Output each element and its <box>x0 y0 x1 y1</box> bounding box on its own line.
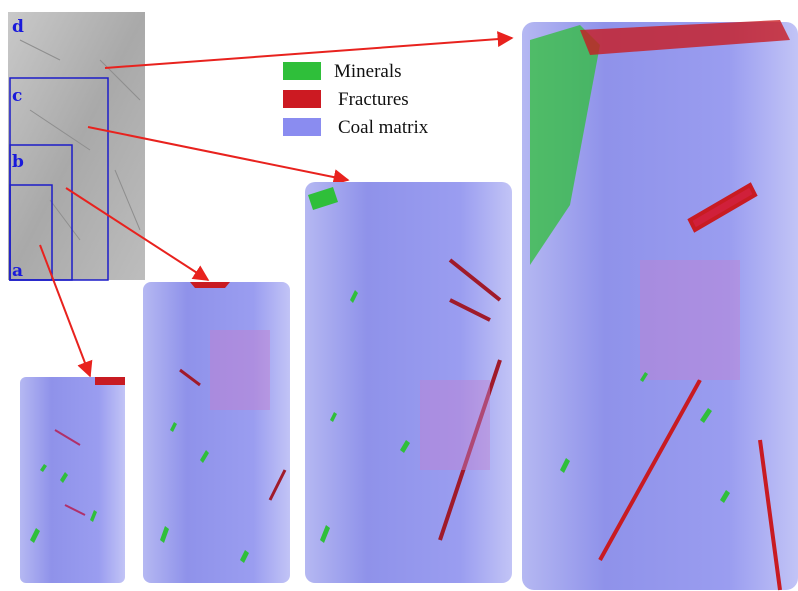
legend-swatch-coal <box>283 118 321 136</box>
legend-minerals: Minerals <box>334 61 402 82</box>
figure: a b c d Minerals Fractures Coal matrix <box>0 0 798 591</box>
label-a: a <box>12 261 23 281</box>
fracture <box>95 377 125 385</box>
volume-d <box>522 20 798 590</box>
fracture-zone <box>420 380 490 470</box>
legend-fractures: Fractures <box>338 89 409 110</box>
volume-body <box>20 377 125 583</box>
volume-c <box>305 182 512 583</box>
label-d: d <box>12 17 24 37</box>
volume-a <box>20 377 125 583</box>
fracture-zone <box>640 260 740 380</box>
volume-b <box>143 282 290 583</box>
legend-coal: Coal matrix <box>338 117 429 138</box>
label-b: b <box>12 152 24 172</box>
legend-swatch-fractures <box>283 90 321 108</box>
fracture <box>190 282 230 288</box>
ct-slice <box>8 12 145 280</box>
fracture-zone <box>210 330 270 410</box>
label-c: c <box>12 86 22 106</box>
legend-swatch-minerals <box>283 62 321 80</box>
